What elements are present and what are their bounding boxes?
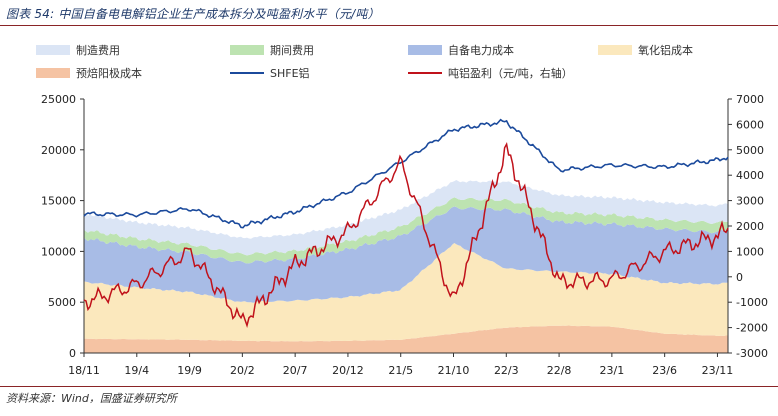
- legend-item-alumina: 氧化铝成本: [598, 43, 693, 57]
- x-tick-label: 20/2: [230, 364, 255, 377]
- legend-label-shfe: SHFE铝: [270, 67, 310, 80]
- area-period: [84, 197, 728, 264]
- y-right-tick-label: 7000: [736, 93, 764, 106]
- line-profit: [83, 142, 729, 328]
- legend-label-alumina: 氧化铝成本: [638, 44, 693, 57]
- legend-item-power: 自备电力成本: [408, 43, 514, 57]
- y-right-tick-label: 0: [736, 271, 743, 284]
- y-right-tick-label: 1000: [736, 245, 764, 258]
- y-right-tick-label: -3000: [736, 347, 768, 360]
- x-tick-label: 22/3: [494, 364, 519, 377]
- x-tick-label: 21/5: [388, 364, 413, 377]
- y-right-tick-label: 2000: [736, 220, 764, 233]
- legend-item-profit: 吨铝盈利（元/吨，右轴）: [408, 66, 573, 80]
- stacked-cost-areas: [84, 180, 728, 353]
- area-power: [84, 206, 728, 303]
- x-tick-label: 23/6: [652, 364, 677, 377]
- legend-label-manufacturing: 制造费用: [76, 44, 120, 57]
- chart-title: 图表 54: 中国自备电电解铝企业生产成本拆分及吨盈利水平（元/吨）: [6, 7, 380, 21]
- legend-item-period: 期间费用: [230, 43, 314, 57]
- price-lines: [83, 118, 729, 328]
- chart-plot: 2500020000150001000050000700060005000400…: [41, 93, 768, 377]
- x-tick-label: 20/7: [283, 364, 308, 377]
- x-tick-label: 19/9: [177, 364, 202, 377]
- legend-label-power: 自备电力成本: [448, 44, 514, 57]
- y-right-tick-label: 3000: [736, 195, 764, 208]
- y-left-tick-label: 0: [69, 347, 76, 360]
- legend-item-manufacturing: 制造费用: [36, 43, 120, 57]
- footer-divider: [0, 386, 778, 387]
- area-anode: [84, 325, 728, 353]
- y-right-tick-label: -2000: [736, 322, 768, 335]
- legend-line-profit: [408, 72, 442, 74]
- source-note: 资料来源：Wind，国盛证券研究所: [6, 392, 177, 405]
- legend-label-period: 期间费用: [270, 44, 314, 57]
- y-right-tick-label: 4000: [736, 169, 764, 182]
- y-left-tick-label: 15000: [41, 195, 76, 208]
- y-left-tick-label: 10000: [41, 245, 76, 258]
- legend-label-profit: 吨铝盈利（元/吨，右轴）: [448, 67, 573, 80]
- y-right-tick-label: 6000: [736, 118, 764, 131]
- y-right-tick-label: -1000: [736, 296, 768, 309]
- legend-line-shfe: [230, 72, 264, 74]
- legend-swatch-manufacturing: [36, 45, 70, 55]
- y-left-tick-label: 20000: [41, 144, 76, 157]
- area-alumina: [84, 243, 728, 342]
- legend-swatch-anode: [36, 68, 70, 78]
- legend-label-anode: 预焙阳极成本: [76, 67, 142, 80]
- x-tick-label: 22/8: [547, 364, 572, 377]
- legend: 制造费用 期间费用 自备电力成本 氧化铝成本 预焙阳极成本 SHFE铝 吨铝盈利…: [30, 43, 770, 83]
- line-shfe: [83, 118, 729, 229]
- y-left-tick-label: 5000: [48, 296, 76, 309]
- x-tick-label: 21/10: [438, 364, 470, 377]
- x-tick-label: 18/11: [68, 364, 100, 377]
- x-tick-label: 23/11: [702, 364, 734, 377]
- legend-swatch-alumina: [598, 45, 632, 55]
- title-divider: [0, 25, 778, 26]
- x-tick-label: 19/4: [124, 364, 149, 377]
- y-right-tick-label: 5000: [736, 144, 764, 157]
- legend-swatch-power: [408, 45, 442, 55]
- x-tick-label: 23/1: [600, 364, 625, 377]
- legend-swatch-period: [230, 45, 264, 55]
- x-tick-label: 20/12: [332, 364, 364, 377]
- area-manufacturing: [84, 180, 728, 256]
- legend-item-shfe: SHFE铝: [230, 66, 310, 80]
- axes: 2500020000150001000050000700060005000400…: [41, 93, 768, 377]
- legend-item-anode: 预焙阳极成本: [36, 66, 142, 80]
- y-left-tick-label: 25000: [41, 93, 76, 106]
